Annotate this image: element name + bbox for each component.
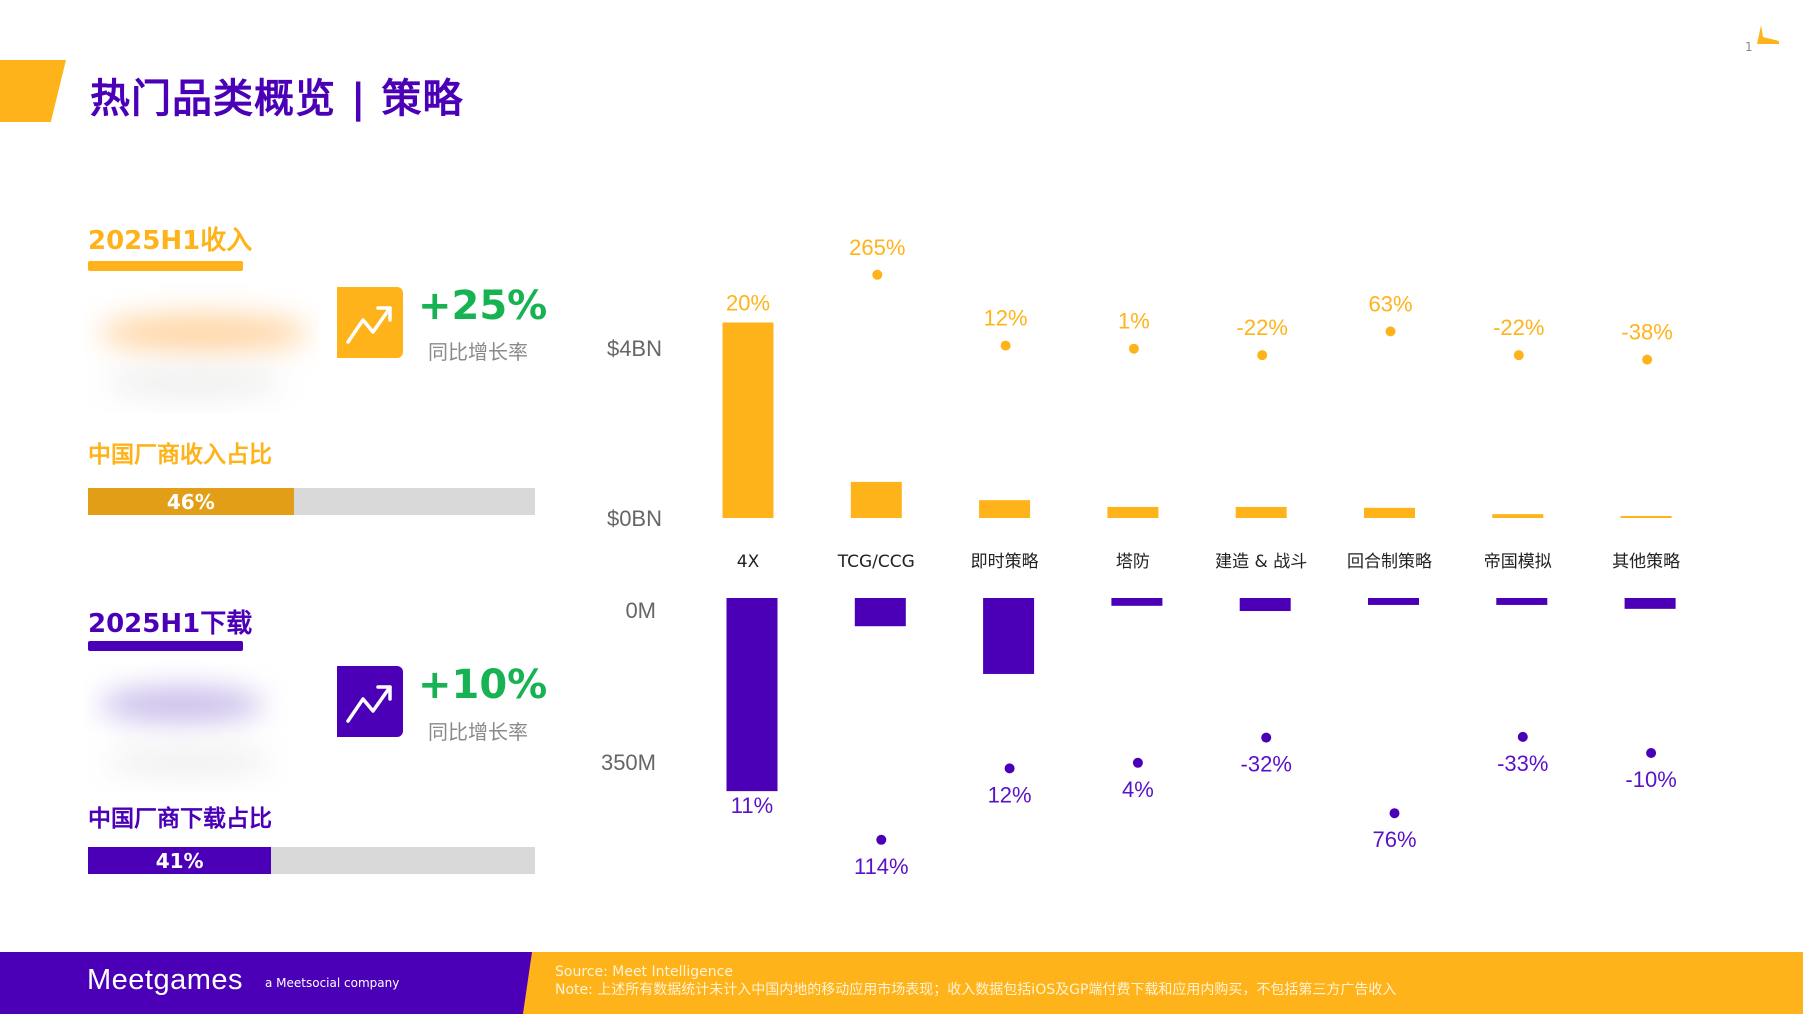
source-line: Source: Meet Intelligence	[555, 964, 733, 980]
revenue-growth-label: 63%	[1368, 291, 1412, 316]
revenue-bar	[1364, 507, 1415, 518]
downloads-growth-label: 76%	[1372, 827, 1416, 852]
revenue-bar	[722, 322, 774, 518]
downloads-growth-label: 12%	[988, 782, 1032, 807]
revenue-growth-dot	[1128, 343, 1139, 354]
downloads-panel-title: 2025H1下载	[88, 609, 253, 639]
footer: Meetgames a Meetsocial company Source: M…	[0, 952, 1803, 1014]
revenue-bar	[1235, 506, 1287, 518]
category-label: 帝国模拟	[1484, 552, 1552, 572]
downloads-axis-tick: 0M	[625, 598, 656, 623]
downloads-growth-label: -32%	[1241, 752, 1292, 777]
revenue-axis-tick: $4BN	[607, 336, 662, 361]
downloads-growth-label: 4%	[1122, 777, 1154, 802]
revenue-bar	[1492, 514, 1544, 518]
downloads-growth-dot	[1389, 808, 1400, 819]
category-label: 即时策略	[971, 552, 1039, 572]
downloads-bar	[1624, 598, 1676, 609]
downloads-bar	[1368, 598, 1419, 605]
downloads-growth-dot	[1132, 757, 1143, 768]
downloads-growth-label: -33%	[1497, 751, 1548, 776]
trending-up-icon	[337, 287, 403, 358]
revenue-growth-dot	[1642, 354, 1653, 365]
downloads-growth-dot	[876, 834, 887, 845]
footer-brand-band	[0, 952, 532, 1014]
revenue-growth-dot	[1513, 350, 1524, 361]
downloads-bar	[854, 598, 906, 627]
revenue-growth-label: -38%	[1621, 320, 1672, 345]
downloads-growth-caption: 同比增长率	[428, 720, 528, 744]
revenue-panel-title: 2025H1收入	[88, 226, 253, 256]
revenue-share-fill: 46%	[88, 488, 294, 515]
source-note: Source: Meet Intelligence Note: 上述所有数据统计…	[555, 963, 1396, 999]
downloads-title-underline	[88, 641, 243, 651]
downloads-axis-tick: 350M	[601, 750, 656, 775]
downloads-growth-label: -10%	[1625, 767, 1676, 792]
revenue-bar	[850, 481, 902, 518]
downloads-share-bar: 41%	[88, 847, 535, 874]
brand-logo: Meetgames	[87, 964, 244, 996]
revenue-axis-tick: $0BN	[607, 506, 662, 531]
page-number: 1	[1745, 40, 1753, 54]
revenue-bar	[979, 500, 1031, 518]
downloads-growth-value: +10%	[418, 662, 548, 708]
revenue-growth-label: -22%	[1493, 315, 1544, 340]
note-line: Note: 上述所有数据统计未计入中国内地的移动应用市场表现；收入数据包括iOS…	[555, 982, 1397, 998]
category-label: 建造 & 战斗	[1215, 552, 1307, 572]
revenue-growth-label: 12%	[984, 306, 1028, 331]
category-chart: $4BN $0BN 0M 350M 4X 20% 11% TCG/CCG 265% 114% 即时策…	[601, 235, 1680, 879]
revenue-growth-dot	[1385, 326, 1396, 337]
category-label: TCG/CCG	[837, 552, 915, 572]
downloads-growth-label: 11%	[731, 793, 773, 818]
revenue-bar	[1620, 516, 1672, 518]
downloads-growth-label: 114%	[854, 854, 909, 879]
revenue-growth-label: 20%	[726, 291, 770, 316]
downloads-bar	[726, 598, 778, 792]
category-label: 4X	[737, 552, 760, 572]
brand-tagline: a Meetsocial company	[265, 976, 400, 990]
corner-logo-icon	[1757, 25, 1779, 44]
revenue-redacted-value	[84, 283, 319, 413]
downloads-share-fill: 41%	[88, 847, 272, 874]
downloads-growth-dot	[1004, 763, 1015, 774]
downloads-bar	[1111, 598, 1163, 606]
downloads-share-label: 中国厂商下载占比	[88, 806, 272, 832]
downloads-bar	[983, 598, 1035, 674]
category-label: 回合制策略	[1347, 552, 1432, 572]
category-label: 其他策略	[1612, 552, 1680, 572]
revenue-share-value: 46%	[166, 489, 215, 514]
revenue-growth-dot	[872, 269, 883, 280]
revenue-growth-value: +25%	[418, 283, 548, 329]
revenue-growth-label: 265%	[849, 235, 905, 260]
revenue-growth-dot	[1000, 340, 1011, 351]
downloads-growth-dot	[1517, 731, 1528, 742]
downloads-share-value: 41%	[155, 848, 204, 873]
category-label: 塔防	[1116, 552, 1150, 572]
revenue-growth-label: 1%	[1118, 309, 1150, 334]
revenue-growth-caption: 同比增长率	[428, 340, 528, 364]
downloads-bar	[1496, 598, 1548, 605]
revenue-title-underline	[88, 261, 243, 271]
trending-up-icon	[337, 666, 403, 737]
downloads-growth-dot	[1261, 732, 1272, 743]
revenue-growth-label: -22%	[1237, 315, 1288, 340]
downloads-growth-dot	[1646, 748, 1657, 758]
revenue-bar	[1107, 506, 1159, 518]
downloads-redacted-value	[84, 662, 289, 792]
downloads-bar	[1239, 598, 1291, 612]
page-title: 热门品类概览 | 策略	[90, 76, 464, 122]
revenue-share-label: 中国厂商收入占比	[88, 442, 272, 468]
revenue-growth-dot	[1257, 350, 1268, 361]
revenue-share-bar: 46%	[88, 488, 535, 515]
